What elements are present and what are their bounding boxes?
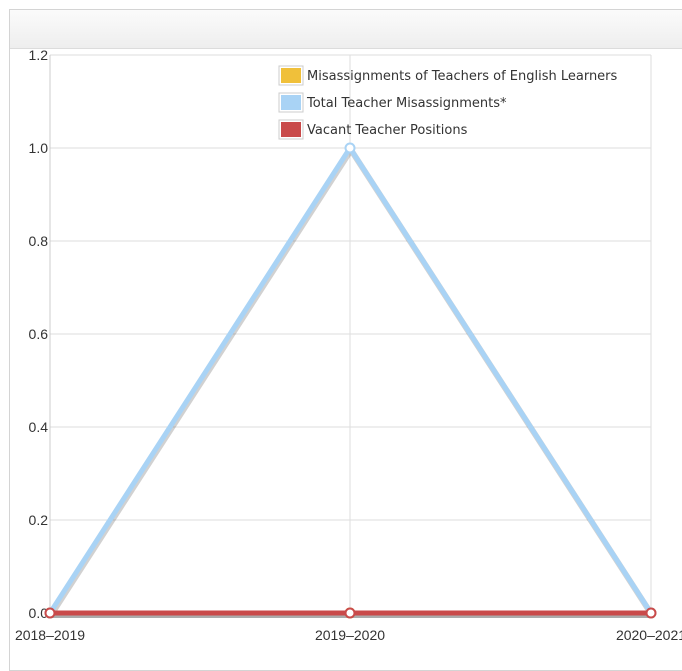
chart-panel xyxy=(9,9,682,671)
legend-swatch xyxy=(281,68,301,83)
series-lines xyxy=(44,142,657,619)
legend-label: Vacant Teacher Positions xyxy=(307,123,468,138)
x-tick-label: 2019–2020 xyxy=(315,627,385,643)
y-tick-label: 1.2 xyxy=(29,47,49,63)
y-tick-label: 0.2 xyxy=(29,512,49,528)
legend-swatch xyxy=(281,122,301,137)
y-axis: 0.0 0.2 0.4 0.6 0.8 1.0 1.2 xyxy=(29,47,49,621)
data-point xyxy=(645,607,657,619)
panel-header xyxy=(10,10,682,49)
data-point xyxy=(344,607,356,619)
y-tick-label: 1.0 xyxy=(29,140,49,156)
data-point xyxy=(344,142,356,154)
x-tick-label: 2020–2021 xyxy=(616,627,682,643)
legend-label: Total Teacher Misassignments* xyxy=(306,96,507,111)
legend-label: Misassignments of Teachers of English Le… xyxy=(307,69,618,84)
y-tick-label: 0.8 xyxy=(29,233,49,249)
line-chart: 0.0 0.2 0.4 0.6 0.8 1.0 1.2 2018–2019 2019–2020… xyxy=(15,47,682,643)
x-tick-label: 2018–2019 xyxy=(15,627,85,643)
legend: Misassignments of Teachers of English Le… xyxy=(278,65,618,140)
grid xyxy=(49,54,652,614)
data-point xyxy=(44,607,56,619)
y-tick-label: 0.0 xyxy=(29,605,49,621)
x-axis: 2018–2019 2019–2020 2020–2021 xyxy=(15,627,682,643)
y-tick-label: 0.4 xyxy=(29,419,49,435)
y-tick-label: 0.6 xyxy=(29,326,49,342)
legend-swatch xyxy=(281,95,301,110)
series-shadow xyxy=(48,147,655,617)
